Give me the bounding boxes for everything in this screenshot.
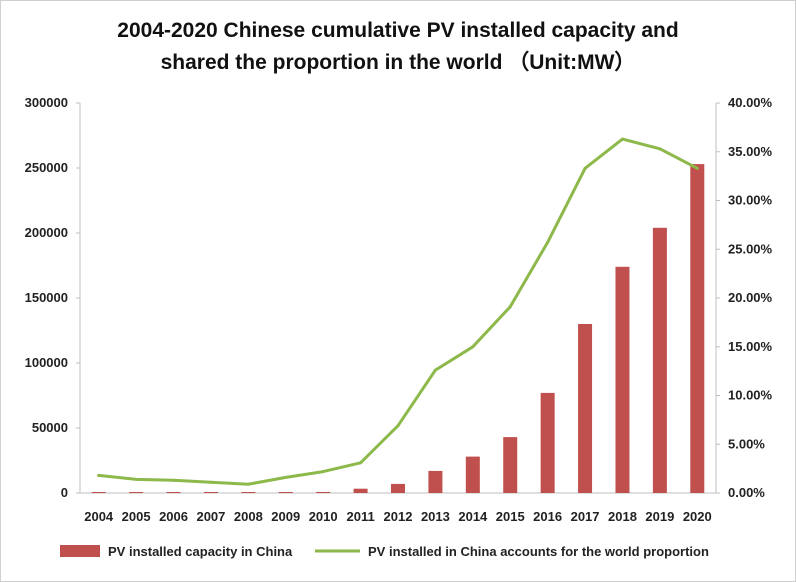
y-left-tick-label: 100000	[25, 355, 68, 370]
y-left-tick-label: 50000	[32, 420, 68, 435]
y-right-tick-label: 5.00%	[728, 436, 765, 451]
proportion-point-2020	[695, 166, 699, 170]
y-left-tick-label: 200000	[25, 225, 68, 240]
x-tick-label: 2020	[683, 509, 712, 524]
x-tick-label: 2005	[122, 509, 151, 524]
proportion-point-2006	[172, 478, 176, 482]
y-left-tick-label: 250000	[25, 160, 68, 175]
proportion-point-2004	[97, 473, 101, 477]
bar-2007	[203, 492, 218, 493]
x-tick-label: 2007	[196, 509, 225, 524]
bar-2011	[353, 488, 368, 493]
proportion-point-2010	[321, 470, 325, 474]
bar-2014	[465, 456, 480, 493]
x-tick-label: 2010	[309, 509, 338, 524]
x-tick-label: 2004	[84, 509, 114, 524]
y-right-tick-label: 10.00%	[728, 388, 773, 403]
proportion-point-2019	[658, 147, 662, 151]
y-right-tick-label: 25.00%	[728, 241, 773, 256]
proportion-point-2017	[583, 166, 587, 170]
bar-2016	[540, 392, 555, 493]
y-right-tick-label: 35.00%	[728, 144, 773, 159]
x-tick-label: 2012	[384, 509, 413, 524]
bar-2013	[428, 470, 443, 493]
legend-bar-label: PV installed capacity in China	[108, 544, 293, 559]
proportion-point-2012	[396, 424, 400, 428]
y-left-tick-label: 300000	[25, 95, 68, 110]
bar-2019	[652, 227, 667, 494]
chart-title-line-1: 2004-2020 Chinese cumulative PV installe…	[117, 19, 679, 42]
proportion-point-2008	[246, 482, 250, 486]
y-right-tick-label: 30.00%	[728, 193, 773, 208]
bar-2017	[578, 324, 593, 493]
x-tick-label: 2017	[571, 509, 600, 524]
x-tick-label: 2016	[533, 509, 562, 524]
legend-line-label: PV installed in China accounts for the w…	[368, 544, 709, 559]
bar-2012	[391, 483, 405, 493]
y-left-tick-label: 0	[61, 485, 68, 500]
bar-2006	[166, 492, 181, 493]
y-left-tick-label: 150000	[25, 290, 68, 305]
x-tick-label: 2018	[608, 509, 637, 524]
proportion-point-2014	[471, 345, 475, 349]
bar-2020	[690, 164, 705, 493]
proportion-point-2015	[508, 305, 512, 309]
legend-bar-swatch	[60, 545, 100, 557]
y-right-tick-label: 15.00%	[728, 339, 773, 354]
x-tick-label: 2013	[421, 509, 450, 524]
y-right-tick-label: 40.00%	[728, 95, 773, 110]
proportion-point-2005	[134, 477, 138, 481]
bar-2010	[316, 491, 331, 493]
proportion-point-2016	[546, 240, 550, 244]
proportion-point-2007	[209, 480, 213, 484]
bar-2008	[241, 492, 256, 493]
proportion-point-2013	[433, 368, 437, 372]
x-tick-label: 2014	[458, 509, 488, 524]
bar-2004	[91, 492, 106, 493]
bar-2005	[129, 492, 144, 493]
bar-2015	[503, 437, 518, 493]
bar-2018	[615, 266, 630, 493]
proportion-point-2009	[284, 475, 288, 479]
x-tick-label: 2015	[496, 509, 525, 524]
proportion-point-2011	[359, 461, 363, 465]
proportion-point-2018	[620, 137, 624, 141]
x-tick-label: 2006	[159, 509, 188, 524]
x-tick-label: 2008	[234, 509, 263, 524]
chart-title-line-2: shared the proportion in the world （Unit…	[160, 51, 636, 74]
x-tick-label: 2019	[645, 509, 674, 524]
y-right-tick-label: 0.00%	[728, 485, 765, 500]
y-right-tick-label: 20.00%	[728, 290, 773, 305]
proportion-line	[97, 137, 699, 486]
bar-2009	[278, 492, 293, 493]
x-tick-label: 2009	[271, 509, 300, 524]
x-tick-label: 2011	[346, 509, 374, 524]
